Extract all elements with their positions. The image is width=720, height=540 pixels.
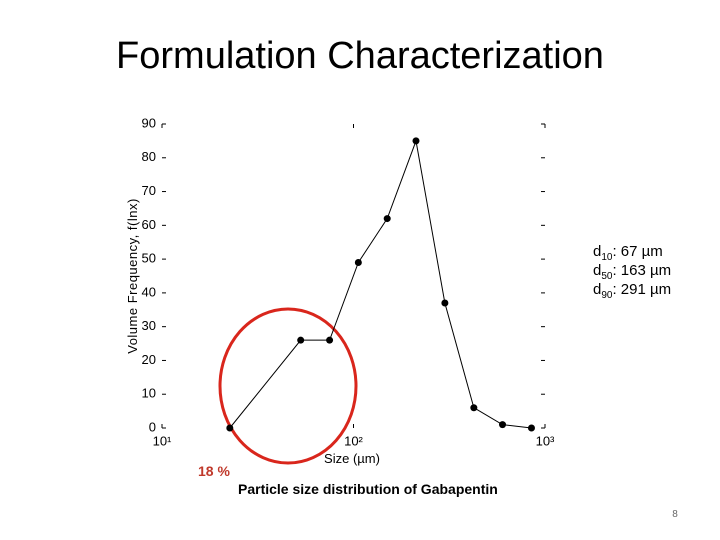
y-tick-label: 20 bbox=[142, 352, 156, 367]
point bbox=[441, 299, 449, 307]
point bbox=[226, 424, 234, 432]
y-tick-label: 30 bbox=[142, 318, 156, 333]
annotation: d50: 163 µm bbox=[593, 262, 671, 282]
y-tick-label: 10 bbox=[142, 386, 156, 401]
point bbox=[297, 336, 305, 344]
point bbox=[383, 215, 391, 223]
y-tick-label: 0 bbox=[149, 419, 156, 434]
highlight-circle bbox=[218, 307, 358, 465]
caption: Particle size distribution of Gabapentin bbox=[238, 481, 498, 497]
point bbox=[470, 404, 478, 412]
y-tick-label: 80 bbox=[142, 149, 156, 164]
annotation-text: : 291 µm bbox=[612, 281, 671, 298]
series-line bbox=[229, 138, 532, 429]
annotation-subscript: 50 bbox=[601, 271, 613, 282]
point bbox=[527, 424, 535, 432]
point bbox=[354, 258, 362, 266]
slide-number: 8 bbox=[672, 509, 678, 520]
y-tick-label: 70 bbox=[142, 183, 156, 198]
x-tick-label: 10² bbox=[344, 433, 363, 448]
y-tick-label: 90 bbox=[142, 115, 156, 130]
annotation: d10: 67 µm bbox=[593, 243, 663, 263]
x-tick-label: 10³ bbox=[536, 433, 555, 448]
x-tick-label: 10¹ bbox=[153, 433, 172, 448]
annotation-subscript: 10 bbox=[601, 252, 613, 263]
point bbox=[499, 421, 507, 429]
y-tick-label: 60 bbox=[142, 217, 156, 232]
highlight-label: 18 % bbox=[198, 463, 230, 479]
point bbox=[412, 137, 420, 145]
point bbox=[326, 336, 334, 344]
annotation: d90: 291 µm bbox=[593, 281, 671, 301]
y-tick-label: 50 bbox=[142, 251, 156, 266]
annotation-symbol: d bbox=[593, 262, 601, 279]
x-axis-label: Size (µm) bbox=[324, 451, 380, 466]
y-axis-label: Volume Frequency, f(lnx) bbox=[125, 198, 140, 354]
y-tick-label: 40 bbox=[142, 284, 156, 299]
annotation-text: : 163 µm bbox=[612, 262, 671, 279]
annotation-text: : 67 µm bbox=[612, 243, 662, 260]
annotation-symbol: d bbox=[593, 281, 601, 298]
annotation-symbol: d bbox=[593, 243, 601, 260]
annotation-subscript: 90 bbox=[601, 290, 613, 301]
slide-title: Formulation Characterization bbox=[116, 35, 604, 77]
